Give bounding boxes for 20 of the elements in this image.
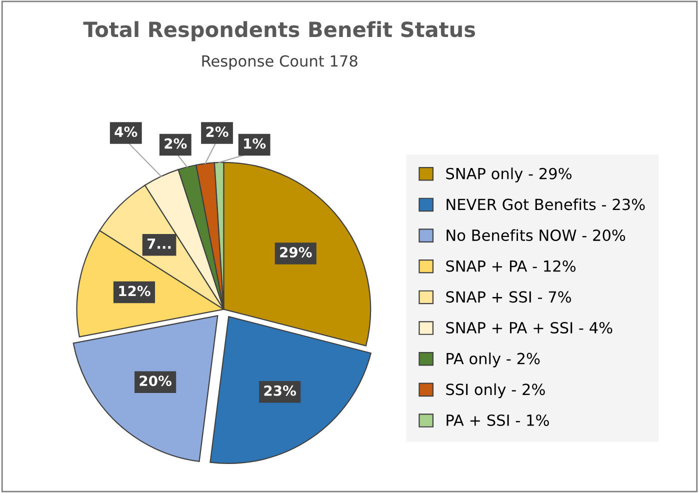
legend-label: SNAP + PA - 12% bbox=[446, 260, 576, 272]
data-label: 29% bbox=[280, 246, 312, 258]
data-label: 20% bbox=[140, 376, 172, 386]
data-label: 4% bbox=[114, 126, 138, 138]
legend-label: NEVER Got Benefits - 23% bbox=[446, 198, 645, 210]
legend-label: SSI only - 2% bbox=[446, 383, 545, 398]
legend-label: SNAP + SSI - 7% bbox=[446, 291, 572, 303]
chart-subtitle: Response Count 178 bbox=[202, 55, 358, 70]
legend-label: PA only - 2% bbox=[446, 352, 540, 368]
data-label: 12% bbox=[119, 286, 150, 296]
legend-label: PA + SSI - 1% bbox=[446, 414, 549, 426]
data-label: 23% bbox=[264, 385, 296, 396]
data-label: 2% bbox=[206, 126, 228, 138]
legend-label: SNAP only - 29% bbox=[446, 168, 572, 182]
legend-label: No Benefits NOW - 20% bbox=[446, 229, 626, 242]
data-label: 1% bbox=[244, 138, 266, 149]
data-label: 7... bbox=[147, 238, 171, 249]
data-label: 2% bbox=[164, 138, 187, 149]
legend-label: SNAP + PA + SSI - 4% bbox=[446, 322, 612, 334]
chart-title: Total Respondents Benefit Status bbox=[83, 21, 476, 42]
